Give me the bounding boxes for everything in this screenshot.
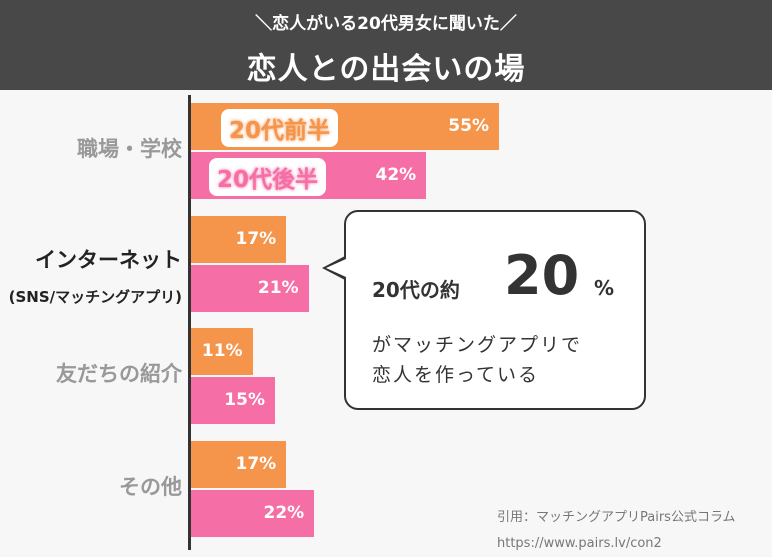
source-citation: 引用：マッチングアプリPairs公式コラム xyxy=(497,510,736,525)
bar: 22% xyxy=(191,489,315,537)
category-label: その他 xyxy=(119,471,182,501)
data-label: 22% xyxy=(263,502,305,523)
bar: 55% 20代前半 xyxy=(191,103,499,150)
legend-label: 20代前半 xyxy=(221,109,339,147)
data-label: 17% xyxy=(235,228,277,249)
callout-pointer-fill xyxy=(326,259,346,277)
data-label: 21% xyxy=(257,277,299,298)
callout-percent: % xyxy=(594,276,615,300)
category-label-line: 職場・学校 xyxy=(77,137,182,161)
category-label-line: その他 xyxy=(119,474,182,499)
title: 恋人との出会いの場 xyxy=(246,52,526,87)
category-label-line: インターネット xyxy=(35,247,182,272)
callout-big-number: 20 xyxy=(504,244,580,307)
header: ＼恋人がいる20代男女に聞いた／ 恋人との出会いの場 xyxy=(0,0,772,90)
legend-label: 20代後半 xyxy=(209,158,327,196)
callout-line1: 20代の約 xyxy=(372,278,460,302)
source-note: 引用：マッチングアプリPairs公式コラム https://www.pairs.… xyxy=(497,505,736,557)
bar: 15% xyxy=(191,377,275,424)
callout-line3: 恋人を作っている xyxy=(372,364,540,386)
callout-text: がマッチングアプリで 恋人を作っている xyxy=(372,330,582,390)
callout-line2: がマッチングアプリで xyxy=(372,334,583,356)
category-label-line: 友だちの紹介 xyxy=(56,362,182,386)
bar: 17% xyxy=(191,215,287,263)
category-label: 友だちの紹介 xyxy=(56,358,182,388)
data-label: 11% xyxy=(201,341,243,361)
bar: 17% xyxy=(191,440,287,488)
bar: 21% xyxy=(191,264,309,312)
category-label: インターネット (SNS/マッチングアプリ) xyxy=(9,244,182,307)
bar: 42% 20代後半 xyxy=(191,152,427,199)
callout-box: 20代の約 20 % がマッチングアプリで 恋人を作っている xyxy=(344,210,646,410)
category-label: 職場・学校 xyxy=(77,133,182,163)
y-axis-line xyxy=(188,95,191,550)
bar: 11% xyxy=(191,328,253,375)
data-label: 42% xyxy=(375,165,417,185)
data-label: 55% xyxy=(448,116,489,136)
data-label: 15% xyxy=(224,390,265,410)
subtitle: ＼恋人がいる20代男女に聞いた／ xyxy=(255,14,517,34)
source-url: https://www.pairs.lv/con2 xyxy=(497,536,662,551)
data-label: 17% xyxy=(235,453,277,474)
category-label-line: (SNS/マッチングアプリ) xyxy=(8,287,182,306)
